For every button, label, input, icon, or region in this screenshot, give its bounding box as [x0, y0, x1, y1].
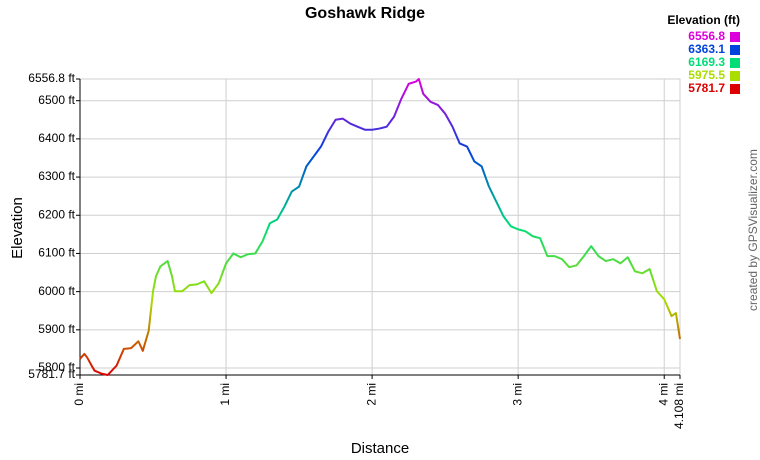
x-tick-label: 1 mi — [218, 383, 232, 406]
legend-label: 5781.7 — [688, 81, 725, 95]
legend-swatch — [730, 71, 740, 81]
legend-label: 6556.8 — [688, 29, 725, 43]
legend-swatch — [730, 58, 740, 68]
legend-label: 6169.3 — [688, 55, 725, 69]
x-axis-label: Distance — [351, 440, 409, 457]
y-tick-label: 5800 ft — [38, 360, 75, 374]
x-tick-label: 0 mi — [72, 383, 86, 406]
legend-title: Elevation (ft) — [667, 13, 740, 27]
legend-label: 5975.5 — [688, 68, 725, 82]
x-tick-label: 4 mi — [656, 383, 670, 406]
y-tick-label: 6300 ft — [38, 169, 75, 183]
chart-title: Goshawk Ridge — [305, 5, 425, 22]
y-tick-label: 6200 ft — [38, 207, 75, 221]
plot-frame — [79, 78, 681, 376]
elevation-line — [79, 78, 681, 376]
legend-swatch — [730, 84, 740, 94]
y-axis-label: Elevation — [9, 197, 26, 259]
legend-label: 6363.1 — [688, 42, 725, 56]
y-tick-label: 5900 ft — [38, 322, 75, 336]
x-tick-label: 2 mi — [364, 383, 378, 406]
y-tick-label: 6000 ft — [38, 284, 75, 298]
y-tick-label: 6556.8 ft — [28, 71, 75, 85]
y-tick-label: 5781.7 ft — [28, 367, 75, 381]
x-tick-label: 4.108 mi — [672, 383, 686, 429]
credit: created by GPSVisualizer.com — [746, 149, 760, 311]
legend-swatch — [730, 45, 740, 55]
legend-swatch — [730, 32, 740, 42]
x-tick-label: 3 mi — [510, 383, 524, 406]
y-tick-label: 6500 ft — [38, 93, 75, 107]
y-tick-label: 6100 ft — [38, 246, 75, 260]
y-tick-label: 6400 ft — [38, 131, 75, 145]
